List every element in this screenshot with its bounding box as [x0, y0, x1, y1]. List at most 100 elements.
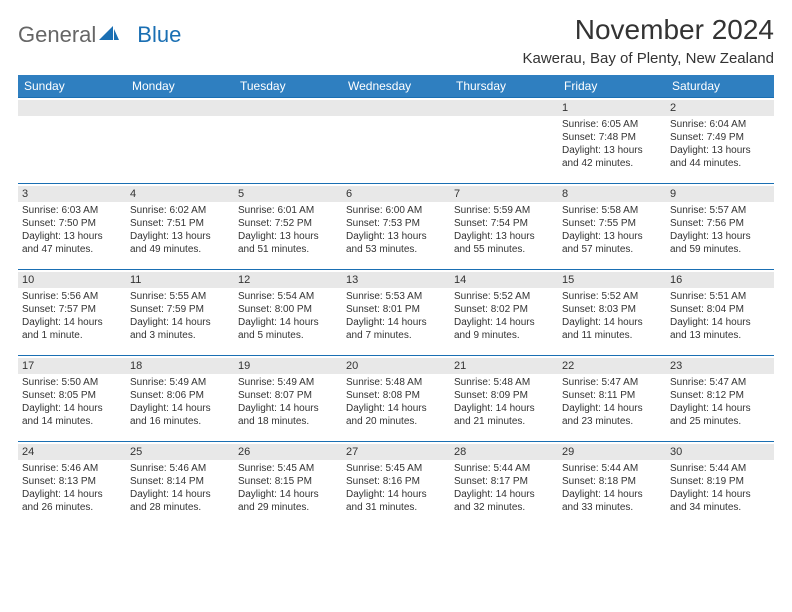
day-number: 4 [126, 186, 234, 202]
sunset-text: Sunset: 8:07 PM [238, 389, 338, 402]
day-number: 14 [450, 272, 558, 288]
day-number: 28 [450, 444, 558, 460]
day-details: Sunrise: 5:45 AMSunset: 8:16 PMDaylight:… [346, 462, 446, 514]
day-number: 17 [18, 358, 126, 374]
daylight-text: Daylight: 14 hours and 21 minutes. [454, 402, 554, 428]
daylight-text: Daylight: 14 hours and 32 minutes. [454, 488, 554, 514]
day-details: Sunrise: 5:58 AMSunset: 7:55 PMDaylight:… [562, 204, 662, 256]
header: General Blue November 2024 Kawerau, Bay … [18, 14, 774, 67]
calendar-day-cell: 27 Sunrise: 5:45 AMSunset: 8:16 PMDayligh… [342, 442, 450, 528]
calendar-week: 1Sunrise: 6:05 AMSunset: 7:48 PMDaylight… [18, 98, 774, 184]
calendar-day-cell: 11Sunrise: 5:55 AMSunset: 7:59 PMDayligh… [126, 270, 234, 356]
logo-text-general: General [18, 22, 96, 48]
day-details: Sunrise: 5:44 AMSunset: 8:18 PMDaylight:… [562, 462, 662, 514]
sunset-text: Sunset: 8:00 PM [238, 303, 338, 316]
sunrise-text: Sunrise: 5:48 AM [346, 376, 446, 389]
daylight-text: Daylight: 14 hours and 7 minutes. [346, 316, 446, 342]
page-title: November 2024 [522, 14, 774, 46]
day-details: Sunrise: 5:57 AMSunset: 7:56 PMDaylight:… [670, 204, 770, 256]
sunrise-text: Sunrise: 5:45 AM [346, 462, 446, 475]
calendar-day-cell: 18Sunrise: 5:49 AMSunset: 8:06 PMDayligh… [126, 356, 234, 442]
calendar-day-cell: 2 Sunrise: 6:04 AMSunset: 7:49 PMDaylight… [666, 98, 774, 184]
calendar-day-cell: 17Sunrise: 5:50 AMSunset: 8:05 PMDayligh… [18, 356, 126, 442]
day-details: Sunrise: 5:56 AMSunset: 7:57 PMDaylight:… [22, 290, 122, 342]
sunrise-text: Sunrise: 5:53 AM [346, 290, 446, 303]
daylight-text: Daylight: 13 hours and 44 minutes. [670, 144, 770, 170]
sunset-text: Sunset: 8:03 PM [562, 303, 662, 316]
calendar-day-cell [342, 98, 450, 184]
calendar-day-cell [234, 98, 342, 184]
sunrise-text: Sunrise: 6:03 AM [22, 204, 122, 217]
day-details: Sunrise: 5:44 AMSunset: 8:17 PMDaylight:… [454, 462, 554, 514]
day-details: Sunrise: 5:45 AMSunset: 8:15 PMDaylight:… [238, 462, 338, 514]
sunrise-text: Sunrise: 5:47 AM [670, 376, 770, 389]
daylight-text: Daylight: 14 hours and 18 minutes. [238, 402, 338, 428]
sunset-text: Sunset: 8:12 PM [670, 389, 770, 402]
sunset-text: Sunset: 7:59 PM [130, 303, 230, 316]
dow-header: Saturday [666, 75, 774, 98]
logo: General Blue [18, 14, 181, 48]
sunrise-text: Sunrise: 5:45 AM [238, 462, 338, 475]
daylight-text: Daylight: 14 hours and 23 minutes. [562, 402, 662, 428]
calendar-day-cell: 24Sunrise: 5:46 AMSunset: 8:13 PMDayligh… [18, 442, 126, 528]
calendar-head: SundayMondayTuesdayWednesdayThursdayFrid… [18, 75, 774, 98]
day-details: Sunrise: 6:02 AMSunset: 7:51 PMDaylight:… [130, 204, 230, 256]
sunset-text: Sunset: 8:09 PM [454, 389, 554, 402]
day-number: 20 [342, 358, 450, 374]
calendar-table: SundayMondayTuesdayWednesdayThursdayFrid… [18, 75, 774, 528]
sunset-text: Sunset: 8:18 PM [562, 475, 662, 488]
daylight-text: Daylight: 13 hours and 57 minutes. [562, 230, 662, 256]
day-details: Sunrise: 5:49 AMSunset: 8:06 PMDaylight:… [130, 376, 230, 428]
sunrise-text: Sunrise: 6:04 AM [670, 118, 770, 131]
sunrise-text: Sunrise: 5:47 AM [562, 376, 662, 389]
location-text: Kawerau, Bay of Plenty, New Zealand [522, 50, 774, 67]
calendar-day-cell: 10Sunrise: 5:56 AMSunset: 7:57 PMDayligh… [18, 270, 126, 356]
empty-day-strip [18, 100, 126, 116]
sunset-text: Sunset: 8:15 PM [238, 475, 338, 488]
sunrise-text: Sunrise: 5:54 AM [238, 290, 338, 303]
calendar-day-cell: 29Sunrise: 5:44 AMSunset: 8:18 PMDayligh… [558, 442, 666, 528]
day-details: Sunrise: 5:49 AMSunset: 8:07 PMDaylight:… [238, 376, 338, 428]
day-details: Sunrise: 5:46 AMSunset: 8:13 PMDaylight:… [22, 462, 122, 514]
sunrise-text: Sunrise: 5:46 AM [130, 462, 230, 475]
daylight-text: Daylight: 14 hours and 5 minutes. [238, 316, 338, 342]
day-number: 23 [666, 358, 774, 374]
sunset-text: Sunset: 8:02 PM [454, 303, 554, 316]
day-number: 30 [666, 444, 774, 460]
calendar-week: 24Sunrise: 5:46 AMSunset: 8:13 PMDayligh… [18, 442, 774, 528]
daylight-text: Daylight: 13 hours and 51 minutes. [238, 230, 338, 256]
calendar-day-cell: 9Sunrise: 5:57 AMSunset: 7:56 PMDaylight… [666, 184, 774, 270]
sunset-text: Sunset: 8:19 PM [670, 475, 770, 488]
sunset-text: Sunset: 7:56 PM [670, 217, 770, 230]
sunrise-text: Sunrise: 5:50 AM [22, 376, 122, 389]
title-block: November 2024 Kawerau, Bay of Plenty, Ne… [522, 14, 774, 67]
sunset-text: Sunset: 8:17 PM [454, 475, 554, 488]
sunrise-text: Sunrise: 5:58 AM [562, 204, 662, 217]
sunrise-text: Sunrise: 5:44 AM [562, 462, 662, 475]
sunset-text: Sunset: 7:48 PM [562, 131, 662, 144]
daylight-text: Daylight: 13 hours and 47 minutes. [22, 230, 122, 256]
sunset-text: Sunset: 8:16 PM [346, 475, 446, 488]
day-number: 2 [666, 100, 774, 116]
daylight-text: Daylight: 13 hours and 53 minutes. [346, 230, 446, 256]
day-number: 1 [558, 100, 666, 116]
sunset-text: Sunset: 7:51 PM [130, 217, 230, 230]
day-number: 12 [234, 272, 342, 288]
daylight-text: Daylight: 14 hours and 1 minute. [22, 316, 122, 342]
day-details: Sunrise: 5:44 AMSunset: 8:19 PMDaylight:… [670, 462, 770, 514]
day-details: Sunrise: 6:00 AMSunset: 7:53 PMDaylight:… [346, 204, 446, 256]
calendar-day-cell: 19Sunrise: 5:49 AMSunset: 8:07 PMDayligh… [234, 356, 342, 442]
dow-header: Sunday [18, 75, 126, 98]
day-details: Sunrise: 5:52 AMSunset: 8:02 PMDaylight:… [454, 290, 554, 342]
logo-text-blue: Blue [137, 22, 181, 48]
sail-icon [99, 22, 119, 48]
empty-day-strip [450, 100, 558, 116]
daylight-text: Daylight: 14 hours and 9 minutes. [454, 316, 554, 342]
daylight-text: Daylight: 14 hours and 34 minutes. [670, 488, 770, 514]
day-number: 27 [342, 444, 450, 460]
calendar-day-cell: 23Sunrise: 5:47 AMSunset: 8:12 PMDayligh… [666, 356, 774, 442]
sunset-text: Sunset: 8:13 PM [22, 475, 122, 488]
daylight-text: Daylight: 14 hours and 13 minutes. [670, 316, 770, 342]
day-details: Sunrise: 6:04 AMSunset: 7:49 PMDaylight:… [670, 118, 770, 170]
daylight-text: Daylight: 14 hours and 33 minutes. [562, 488, 662, 514]
